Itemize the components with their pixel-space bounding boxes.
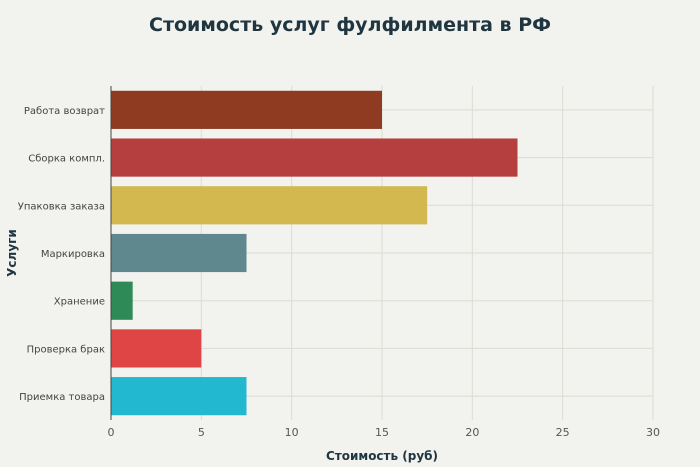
y-category-label: Маркировка <box>41 249 105 260</box>
y-category-label: Приемка товара <box>19 392 105 403</box>
y-axis-title: Услуги <box>5 229 19 277</box>
bar <box>111 377 247 416</box>
bar <box>111 329 202 368</box>
bar <box>111 90 382 129</box>
y-axis-categories: Работа возврат Сборка компл. Упаковка зака… <box>18 106 105 403</box>
x-axis-title: Стоимость (руб) <box>326 449 438 463</box>
x-tick-label: 25 <box>556 426 570 439</box>
x-tick-label: 5 <box>198 426 205 439</box>
bar <box>111 281 133 320</box>
bar <box>111 233 247 273</box>
y-category-label: Упаковка заказа <box>18 201 105 212</box>
x-tick-label: 20 <box>465 426 479 439</box>
y-category-label: Работа возврат <box>24 106 105 117</box>
bar <box>111 138 518 177</box>
x-tick-label: 0 <box>108 426 115 439</box>
bar <box>111 186 428 225</box>
x-tick-label: 15 <box>375 426 389 439</box>
bars <box>111 90 518 416</box>
x-axis-ticks: 0 5 10 15 20 25 30 <box>108 426 661 439</box>
y-category-label: Хранение <box>54 297 105 308</box>
chart-title: Стоимость услуг фулфилмента в РФ <box>149 14 551 36</box>
x-tick-label: 30 <box>646 426 660 439</box>
x-tick-label: 10 <box>285 426 299 439</box>
y-category-label: Сборка компл. <box>28 154 105 165</box>
y-category-label: Проверка брак <box>27 344 105 355</box>
